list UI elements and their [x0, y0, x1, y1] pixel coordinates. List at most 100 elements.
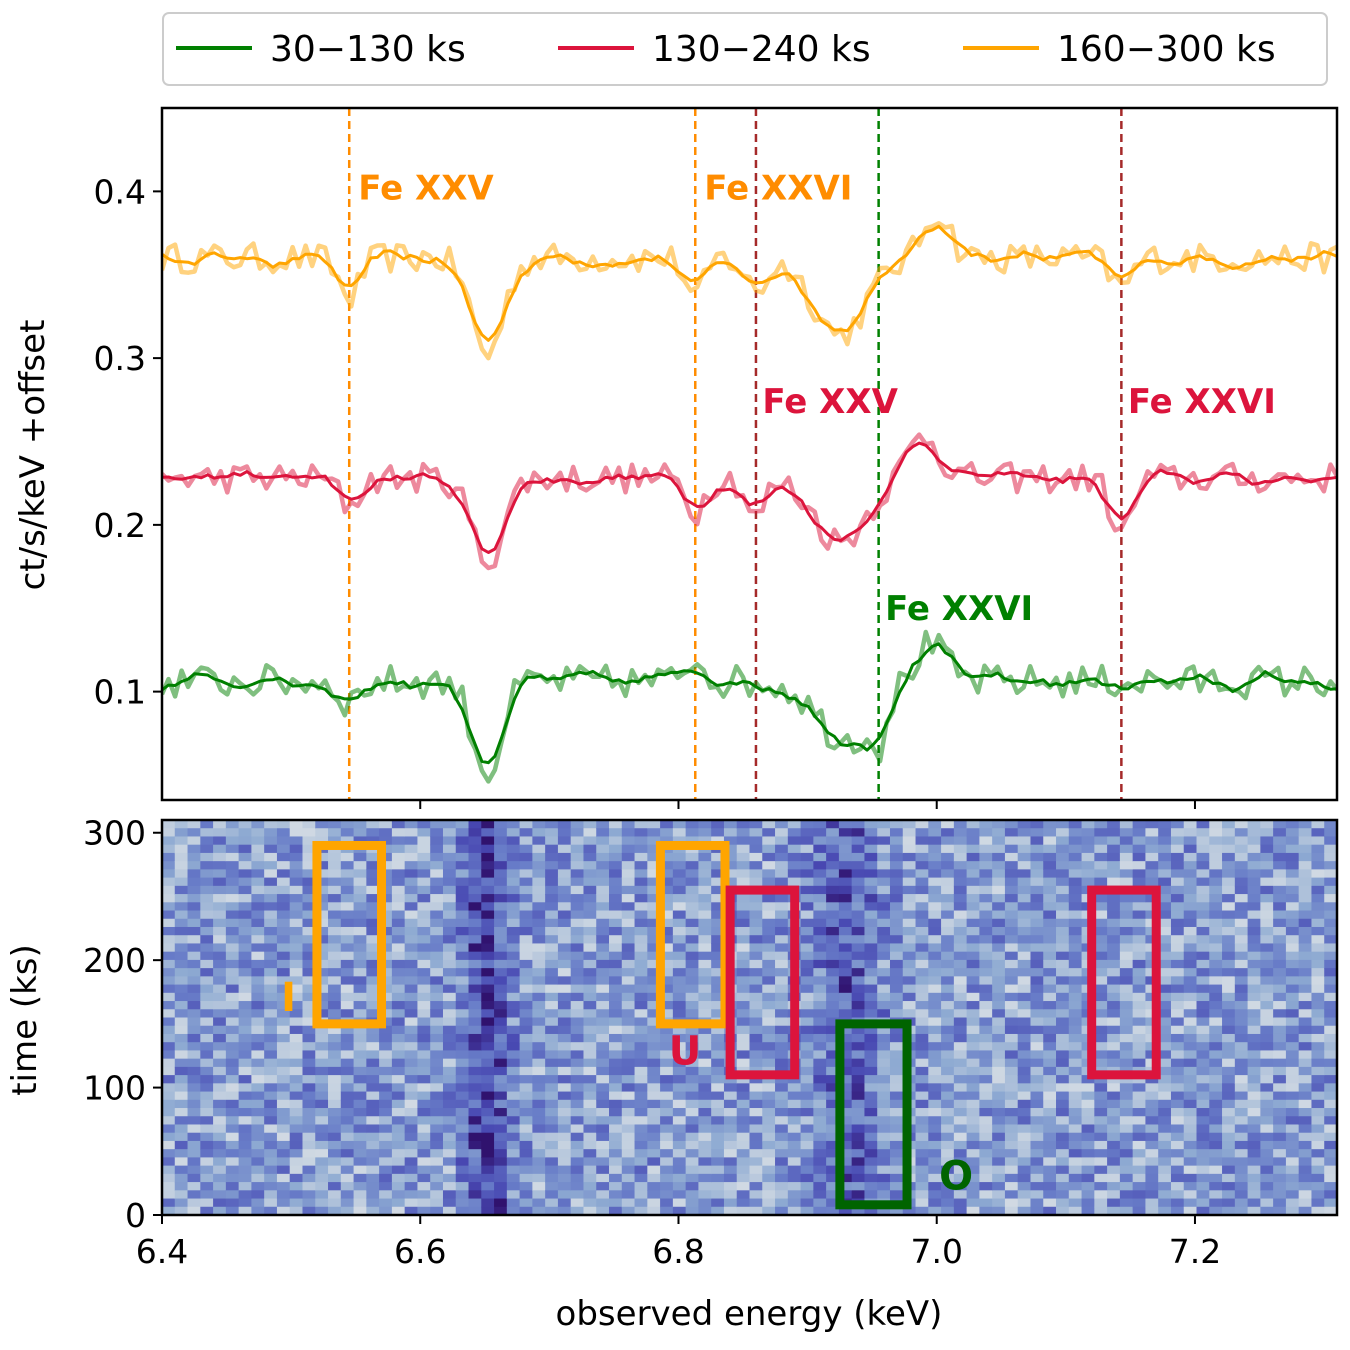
heatmap-cell [953, 951, 968, 961]
heatmap-cell [519, 1173, 533, 1183]
heatmap-cell [1119, 1165, 1134, 1175]
heatmap-cell [1247, 959, 1261, 969]
heatmap-cell [992, 1140, 1006, 1150]
heatmap-cell [481, 1149, 495, 1158]
heatmap-cell [915, 910, 929, 920]
heatmap-cell [723, 1075, 738, 1084]
heatmap-cell [1285, 968, 1300, 977]
heatmap-cell [902, 918, 917, 928]
heatmap-cell [1324, 852, 1337, 862]
heatmap-cell [557, 1091, 572, 1101]
heatmap-cell [966, 910, 980, 920]
heatmap-cell [1222, 1099, 1236, 1109]
heatmap-cell [455, 951, 470, 961]
heatmap-cell [1183, 1149, 1198, 1158]
heatmap-xtick-label-1: 6.6 [394, 1232, 446, 1271]
heatmap-cell [570, 852, 585, 862]
heatmap-cell [1260, 885, 1274, 895]
heatmap-cell [430, 959, 444, 969]
heatmap-cell [519, 1182, 533, 1191]
heatmap-cell [915, 959, 929, 969]
heatmap-cell [979, 976, 993, 986]
heatmap-cell [557, 1050, 572, 1060]
heatmap-cell [225, 1066, 240, 1076]
heatmap-cell [315, 1058, 329, 1068]
heatmap-cell [1030, 1075, 1044, 1084]
heatmap-cell [187, 1033, 201, 1043]
heatmap-cell [736, 976, 751, 986]
heatmap-cell [826, 1198, 840, 1208]
heatmap-cell [711, 1149, 725, 1158]
heatmap-cell [1030, 951, 1044, 961]
heatmap-cell [494, 1091, 508, 1101]
heatmap-cell [1132, 820, 1147, 829]
heatmap-cell [1196, 1083, 1210, 1093]
heatmap-cell [660, 1058, 674, 1068]
heatmap-cell [749, 1182, 763, 1191]
heatmap-cell [621, 935, 636, 945]
heatmap-cell [506, 844, 521, 854]
heatmap-cell [238, 943, 252, 953]
heatmap-cell [775, 1157, 789, 1167]
heatmap-cell [225, 959, 240, 969]
heatmap-cell [251, 1182, 265, 1191]
heatmap-cell [404, 1050, 419, 1060]
heatmap-cell [328, 1091, 342, 1101]
heatmap-cell [417, 1001, 431, 1010]
heatmap-cell [838, 1165, 853, 1175]
heatmap-cell [992, 1025, 1006, 1035]
heatmap-cell [455, 1091, 470, 1101]
heatmap-cell [481, 1182, 495, 1191]
heatmap-cell [992, 910, 1006, 920]
heatmap-cell [1273, 902, 1287, 912]
heatmap-cell [851, 1124, 866, 1134]
heatmap-cell [379, 1091, 393, 1101]
heatmap-cell [391, 1042, 406, 1052]
heatmap-cell [583, 1206, 597, 1215]
heatmap-cell [775, 1025, 789, 1035]
heatmap-cell [174, 894, 189, 903]
heatmap-cell [251, 926, 265, 936]
heatmap-cell [417, 1042, 431, 1052]
heatmap-cell [1107, 869, 1121, 879]
heatmap-cell [289, 910, 304, 920]
heatmap-cell [302, 1025, 316, 1035]
heatmap-cell [1311, 992, 1325, 1002]
heatmap-cell [481, 959, 495, 969]
heatmap-cell [838, 1190, 853, 1200]
heatmap-cell [660, 968, 674, 977]
heatmap-cell [404, 1009, 419, 1019]
heatmap-cell [455, 1173, 470, 1183]
heatmap-cell [698, 1165, 712, 1175]
heatmap-cell [813, 1190, 827, 1200]
heatmap-cell [417, 968, 431, 977]
heatmap-cell [315, 1033, 329, 1043]
heatmap-cell [225, 894, 240, 903]
heatmap-cell [545, 877, 559, 887]
heatmap-cell [200, 844, 214, 854]
heatmap-cell [583, 1075, 597, 1084]
heatmap-cell [928, 935, 942, 945]
heatmap-cell [302, 992, 316, 1002]
heatmap-cell [519, 1157, 533, 1167]
heatmap-cell [1068, 1009, 1083, 1019]
heatmap-cell [966, 1190, 980, 1200]
heatmap-cell [953, 877, 968, 887]
region-label-2: O [939, 1154, 973, 1200]
heatmap-cell [813, 1182, 827, 1191]
heatmap-cell [1107, 844, 1121, 854]
heatmap-cell [1311, 1075, 1325, 1084]
heatmap-cell [276, 1165, 291, 1175]
heatmap-cell [877, 1009, 891, 1019]
heatmap-cell [1209, 992, 1223, 1002]
heatmap-cell [468, 1001, 482, 1010]
heatmap-cell [1056, 1165, 1070, 1175]
heatmap-cell [762, 984, 776, 994]
heatmap-cell [519, 1116, 533, 1126]
heatmap-cell [532, 902, 546, 912]
heatmap-cell [302, 935, 316, 945]
heatmap-cell [1247, 984, 1261, 994]
heatmap-cell [1311, 1001, 1325, 1010]
heatmap-cell [1107, 1083, 1121, 1093]
heatmap-cell [570, 1124, 585, 1134]
